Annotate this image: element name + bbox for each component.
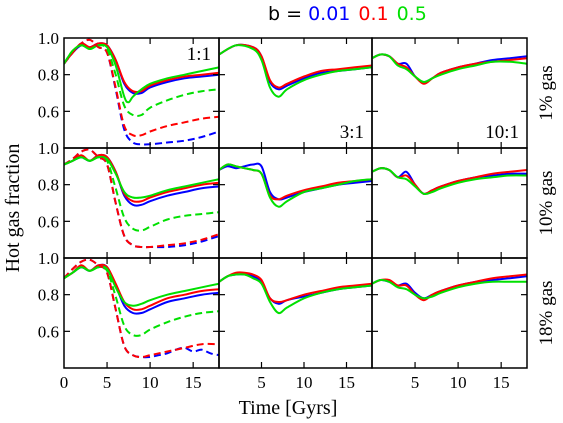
series-b-0.1-dashed-panel-2-0 — [64, 258, 219, 359]
y-tick-label: 1.0 — [38, 29, 59, 48]
series-b-0.5-dashed-panel-0-0 — [64, 44, 219, 118]
panel-frame — [218, 147, 373, 259]
series-b-0.5-dashed-panel-2-0 — [64, 266, 219, 337]
series-b-0.5-solid-panel-0-2 — [372, 53, 527, 84]
legend: b = 0.01 0.1 0.5 — [268, 3, 427, 25]
series-b-0.01-solid-panel-2-1 — [219, 273, 372, 305]
panel-2-0-plot — [64, 258, 219, 359]
panel-label-3:1: 3:1 — [340, 122, 364, 143]
y-tick-label: 1.0 — [38, 249, 59, 268]
series-b-0.1-solid-panel-0-1 — [219, 43, 372, 89]
series-b-0.5-solid-panel-0-0 — [64, 43, 219, 104]
legend-prefix: b = — [268, 3, 308, 25]
row-label-2: 18% gas — [536, 281, 557, 346]
panel-1-1-plot — [219, 162, 372, 208]
row-label-1: 10% gas — [536, 171, 557, 236]
series-b-0.5-solid-panel-2-2 — [372, 278, 527, 300]
panel-0-0-plot — [64, 38, 219, 146]
panel-1-2-plot — [372, 167, 527, 196]
series-b-0.5-solid-panel-1-2 — [372, 167, 527, 196]
panel-label-1:1: 1:1 — [187, 44, 211, 65]
y-tick-label: 0.8 — [38, 176, 59, 195]
x-tick-label: 5 — [411, 373, 420, 392]
series-b-0.1-solid-panel-2-1 — [219, 271, 372, 304]
panel-frame — [371, 147, 528, 259]
panel-label-10:1: 10:1 — [485, 122, 519, 143]
y-tick-label: 0.6 — [38, 102, 59, 121]
series-b-0.01-dashed-panel-0-0 — [64, 38, 219, 146]
y-tick-label: 1.0 — [38, 139, 59, 158]
panel-grid: 1:1 3:1 10:1 1.0 0.8 0.6 1.0 0.8 0.6 1.0 0.8 0.6 0 5 1… — [38, 29, 557, 392]
panel-2-1-plot — [219, 271, 372, 315]
y-axis-label: Hot gas fraction — [2, 144, 24, 273]
series-b-0.5-solid-panel-2-1 — [219, 273, 372, 315]
series-b-0.5-solid-panel-0-1 — [219, 44, 372, 98]
panel-0-1-plot — [219, 43, 372, 98]
row-label-0: 1% gas — [536, 65, 557, 120]
series-b-0.5-solid-panel-1-1 — [219, 163, 372, 208]
y-tick-label: 0.8 — [38, 66, 59, 85]
x-tick-label: 15 — [338, 373, 355, 392]
series-b-0.1-solid-panel-1-2 — [372, 167, 527, 195]
legend-entry-b-0.1: 0.1 — [358, 3, 388, 25]
panel-0-2-plot — [372, 53, 527, 85]
series-b-0.01-solid-panel-0-2 — [372, 53, 527, 84]
y-tick-label: 0.6 — [38, 322, 59, 341]
series-b-0.1-dashed-panel-1-0 — [64, 148, 219, 249]
panel-frame — [371, 257, 528, 369]
x-tick-label: 10 — [142, 373, 159, 392]
x-tick-label: 5 — [257, 373, 266, 392]
series-b-0.1-solid-panel-0-0 — [64, 42, 219, 94]
panel-1-0-plot — [64, 148, 219, 249]
series-b-0.5-solid-panel-1-0 — [64, 155, 219, 199]
x-axis-label: Time [Gyrs] — [239, 397, 338, 419]
panel-2-2-plot — [372, 273, 527, 302]
x-tick-label: 15 — [185, 373, 202, 392]
y-tick-label: 0.8 — [38, 286, 59, 305]
legend-entry-b-0.5: 0.5 — [397, 3, 427, 25]
legend-entry-b-0.01: 0.01 — [308, 3, 350, 25]
x-tick-label: 15 — [493, 373, 510, 392]
series-b-0.5-solid-panel-2-0 — [64, 265, 219, 307]
x-tick-label: 10 — [450, 373, 467, 392]
svg-text:b = 0.010.10.5: b = 0.01 0.1 0.5 — [268, 3, 427, 25]
series-b-0.5-dashed-panel-1-0 — [64, 155, 219, 232]
series-b-0.1-dashed-panel-0-0 — [64, 38, 219, 138]
x-tick-label: 0 — [60, 373, 69, 392]
x-tick-label: 5 — [103, 373, 112, 392]
x-tick-label: 10 — [296, 373, 313, 392]
y-tick-label: 0.6 — [38, 212, 59, 231]
series-b-0.1-solid-panel-1-0 — [64, 153, 219, 203]
